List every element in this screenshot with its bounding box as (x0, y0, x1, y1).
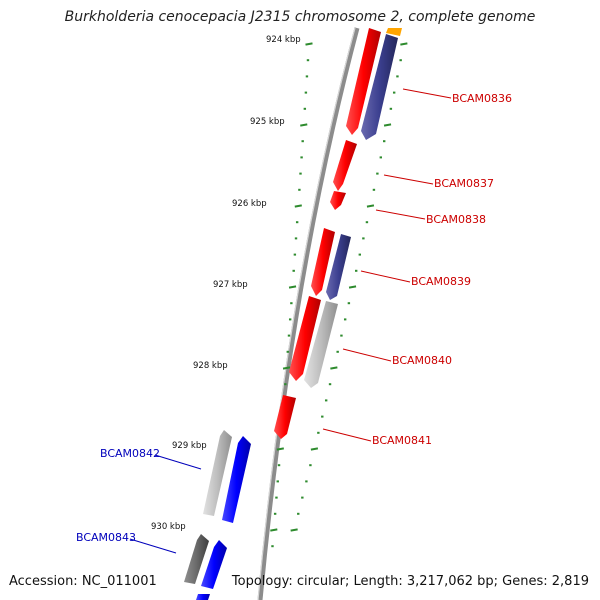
leader-bcam0839 (360, 270, 411, 283)
map-title: Burkholderia cenocepacia J2315 chromosom… (64, 9, 536, 25)
gene-arrow-bcam0837[interactable] (333, 140, 357, 191)
gene-arrow-bcam0842-blue[interactable] (222, 436, 251, 523)
leader-bcam0842 (154, 454, 202, 470)
scale-label-927: 927 kbp (213, 280, 248, 290)
leader-bcam0840 (342, 348, 392, 362)
leader-bcam0837 (383, 174, 434, 185)
leader-bcam0841 (322, 428, 372, 442)
gene-label-bcam0839[interactable]: BCAM0839 (411, 275, 471, 288)
scale-major-tick (383, 123, 392, 127)
gene-arrow-bcam0836-right[interactable] (361, 34, 398, 140)
chromosome-backbone-highlight (257, 27, 356, 600)
gene-arrow-bcam0842-grey[interactable] (203, 430, 232, 516)
scale-label-930: 930 kbp (151, 522, 186, 532)
gene-arrow-bcam0841[interactable] (274, 395, 296, 439)
scale-major-tick (276, 447, 284, 451)
gene-arrow-bcam0839-navy[interactable] (326, 234, 351, 300)
genome-summary-text: Topology: circular; Length: 3,217,062 bp… (231, 574, 589, 589)
chromosome-backbone (257, 27, 360, 600)
scale-major-tick (300, 123, 308, 127)
scale-ticks (270, 42, 408, 548)
scale-major-tick (282, 366, 291, 370)
scale-major-tick (310, 447, 319, 451)
leader-bcam0838 (375, 209, 426, 220)
gene-label-bcam0842[interactable]: BCAM0842 (100, 447, 160, 460)
gene-arrow-orange[interactable] (386, 28, 402, 36)
gene-label-bcam0841[interactable]: BCAM0841 (372, 434, 432, 447)
gene-arrow-bottom-blue[interactable] (196, 594, 210, 600)
scale-label-928: 928 kbp (193, 361, 228, 371)
gene-arrow-bcam0839-red[interactable] (311, 228, 335, 296)
gene-label-bcam0838[interactable]: BCAM0838 (426, 213, 486, 226)
scale-major-tick (294, 204, 302, 208)
gene-label-bcam0837[interactable]: BCAM0837 (434, 177, 494, 190)
gene-label-bcam0840[interactable]: BCAM0840 (392, 354, 452, 367)
scale-label-926: 926 kbp (232, 199, 267, 209)
scale-label-925: 925 kbp (250, 117, 285, 127)
gene-label-bcam0843[interactable]: BCAM0843 (76, 531, 136, 544)
gene-arrow-bcam0843-blue[interactable] (201, 540, 227, 589)
scale-major-tick (400, 42, 408, 46)
gene-arrow-bcam0836-left[interactable] (346, 28, 381, 135)
accession-text: Accession: NC_011001 (9, 574, 157, 589)
leader-bcam0843 (129, 538, 177, 554)
scale-label-929: 929 kbp (172, 441, 207, 451)
scale-major-tick (366, 204, 375, 208)
scale-major-tick (288, 285, 297, 289)
gene-arrow-bcam0838[interactable] (330, 191, 346, 210)
scale-major-tick (330, 366, 338, 370)
gene-arrow-bcam0840-grey[interactable] (304, 301, 338, 388)
leader-bcam0836 (402, 88, 452, 99)
gene-arrow-bcam0840-red[interactable] (289, 296, 321, 381)
gene-label-bcam0836[interactable]: BCAM0836 (452, 92, 512, 105)
scale-major-tick (290, 528, 298, 532)
scale-major-tick (348, 285, 357, 289)
scale-major-tick (305, 42, 313, 46)
scale-label-924: 924 kbp (266, 35, 301, 45)
gene-arrow-bcam0843-dark[interactable] (184, 534, 209, 584)
scale-major-tick (270, 528, 278, 532)
